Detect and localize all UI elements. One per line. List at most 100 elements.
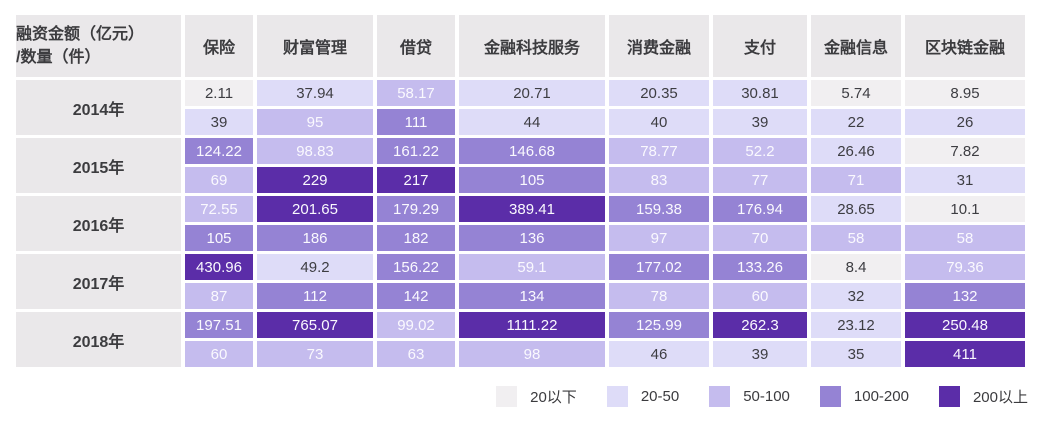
year-cell: 2014年 [16,80,181,135]
legend-swatch [819,386,841,407]
count-cell: 69 [185,167,253,193]
count-cell: 22 [811,109,901,135]
count-cell: 217 [377,167,455,193]
year-cell: 2016年 [16,196,181,251]
amount-cell: 159.38 [609,196,709,222]
amount-cell: 10.1 [905,196,1025,222]
legend-item: 200以上 [938,386,1028,407]
legend-item: 20-50 [606,386,680,407]
count-row: 69 229 217 105 83 77 71 31 [16,167,1025,193]
amount-cell: 72.55 [185,196,253,222]
amount-cell: 49.2 [257,254,373,280]
amount-cell: 59.1 [459,254,605,280]
count-cell: 411 [905,341,1025,367]
amount-cell: 262.3 [713,312,807,338]
amount-cell: 37.94 [257,80,373,106]
legend-item: 50-100 [709,386,790,407]
column-header: 金融信息 [811,15,901,77]
amount-cell: 78.77 [609,138,709,164]
legend-swatch [606,386,628,407]
amount-cell: 125.99 [609,312,709,338]
count-cell: 39 [713,341,807,367]
legend-label: 200以上 [972,389,1028,406]
count-cell: 60 [713,283,807,309]
amount-cell: 197.51 [185,312,253,338]
count-cell: 77 [713,167,807,193]
legend-label: 100-200 [853,388,909,405]
count-row: 60 73 63 98 46 39 35 411 [16,341,1025,367]
count-cell: 229 [257,167,373,193]
amount-cell: 52.2 [713,138,807,164]
count-cell: 31 [905,167,1025,193]
amount-cell: 176.94 [713,196,807,222]
amount-cell: 26.46 [811,138,901,164]
count-cell: 83 [609,167,709,193]
count-cell: 78 [609,283,709,309]
legend-swatch [938,386,960,407]
amount-cell: 201.65 [257,196,373,222]
legend-item: 100-200 [819,386,909,407]
count-cell: 98 [459,341,605,367]
amount-cell: 124.22 [185,138,253,164]
amount-row: 2018年 197.51 765.07 99.02 1111.22 125.99 262.3… [16,312,1025,367]
year-cell: 2015年 [16,138,181,193]
count-cell: 26 [905,109,1025,135]
column-header: 借贷 [377,15,455,77]
amount-cell: 250.48 [905,312,1025,338]
amount-cell: 389.41 [459,196,605,222]
legend-swatch [496,386,518,407]
count-cell: 132 [905,283,1025,309]
legend: 20以下 20-50 50-100 100-200 200以上 [496,386,1028,407]
amount-cell: 28.65 [811,196,901,222]
count-cell: 40 [609,109,709,135]
amount-row: 2014年 2.11 37.94 58.17 20.71 20.35 30.81 5.74 8.… [16,80,1025,135]
count-cell: 58 [811,225,901,251]
header-row: 融资金额（亿元） /数量（件） 保险 财富管理 借贷 金融科技服务 消费金融 支付 金融信息 区块… [16,15,1025,77]
amount-cell: 98.83 [257,138,373,164]
amount-cell: 5.74 [811,80,901,106]
amount-row: 2017年 430.96 49.2 156.22 59.1 177.02 133.26 8.4… [16,254,1025,309]
column-header: 金融科技服务 [459,15,605,77]
amount-cell: 8.95 [905,80,1025,106]
column-header: 保险 [185,15,253,77]
legend-label: 20以下 [530,389,577,406]
count-cell: 71 [811,167,901,193]
corner-header-line1: 融资金额（亿元） [16,25,145,43]
amount-cell: 99.02 [377,312,455,338]
amount-cell: 765.07 [257,312,373,338]
legend-swatch [709,386,731,407]
count-cell: 105 [459,167,605,193]
column-header: 支付 [713,15,807,77]
amount-cell: 133.26 [713,254,807,280]
legend-item: 20以下 [496,386,577,407]
count-cell: 87 [185,283,253,309]
amount-cell: 179.29 [377,196,455,222]
count-cell: 142 [377,283,455,309]
amount-cell: 8.4 [811,254,901,280]
count-cell: 35 [811,341,901,367]
amount-cell: 79.36 [905,254,1025,280]
amount-cell: 7.82 [905,138,1025,164]
legend-label: 50-100 [743,388,790,405]
amount-cell: 177.02 [609,254,709,280]
legend-label: 20-50 [640,388,680,405]
count-cell: 58 [905,225,1025,251]
column-header: 财富管理 [257,15,373,77]
count-cell: 46 [609,341,709,367]
count-cell: 70 [713,225,807,251]
count-cell: 112 [257,283,373,309]
count-cell: 134 [459,283,605,309]
amount-row: 2015年 124.22 98.83 161.22 146.68 78.77 52.2 26.… [16,138,1025,193]
count-cell: 39 [713,109,807,135]
amount-cell: 23.12 [811,312,901,338]
count-cell: 44 [459,109,605,135]
year-cell: 2018年 [16,312,181,367]
count-cell: 63 [377,341,455,367]
amount-cell: 2.11 [185,80,253,106]
count-cell: 182 [377,225,455,251]
count-row: 87 112 142 134 78 60 32 132 [16,283,1025,309]
count-cell: 73 [257,341,373,367]
year-cell: 2017年 [16,254,181,309]
count-cell: 105 [185,225,253,251]
